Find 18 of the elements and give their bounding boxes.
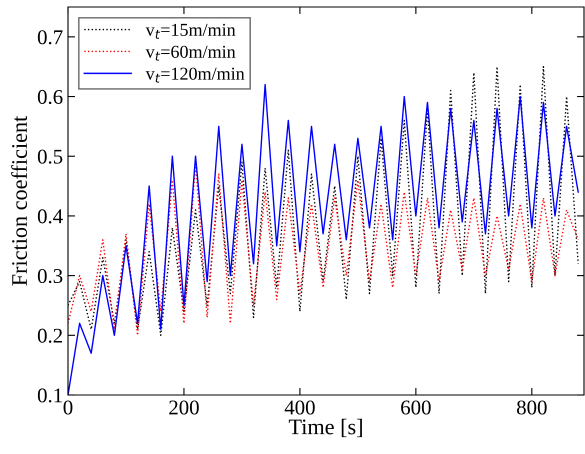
legend-label: v$_{t}$=15m/min <box>146 24 236 39</box>
x-tick-label: 400 <box>284 400 315 415</box>
y-axis-title: Friction coefficient <box>11 116 28 286</box>
x-tick-label: 200 <box>169 400 199 415</box>
x-tick-label: 0 <box>64 400 72 415</box>
x-tick-label: 600 <box>401 400 431 415</box>
x-tick-label: 800 <box>516 400 547 415</box>
legend-label: v$_{t}$=60m/min <box>146 46 236 61</box>
y-tick-label: 0.7 <box>38 30 63 44</box>
x-axis-title: Time [s] <box>288 418 362 438</box>
y-tick-label: 0.1 <box>38 388 62 403</box>
line-series <box>68 84 579 395</box>
y-tick-label: 0.6 <box>38 90 63 104</box>
y-tick-label: 0.5 <box>38 150 62 164</box>
y-tick-label: 0.4 <box>38 209 63 224</box>
y-tick-label: 0.2 <box>38 328 62 343</box>
y-tick-label: 0.3 <box>38 268 62 284</box>
legend-label: v$_{t}$=120m/min <box>146 68 244 83</box>
